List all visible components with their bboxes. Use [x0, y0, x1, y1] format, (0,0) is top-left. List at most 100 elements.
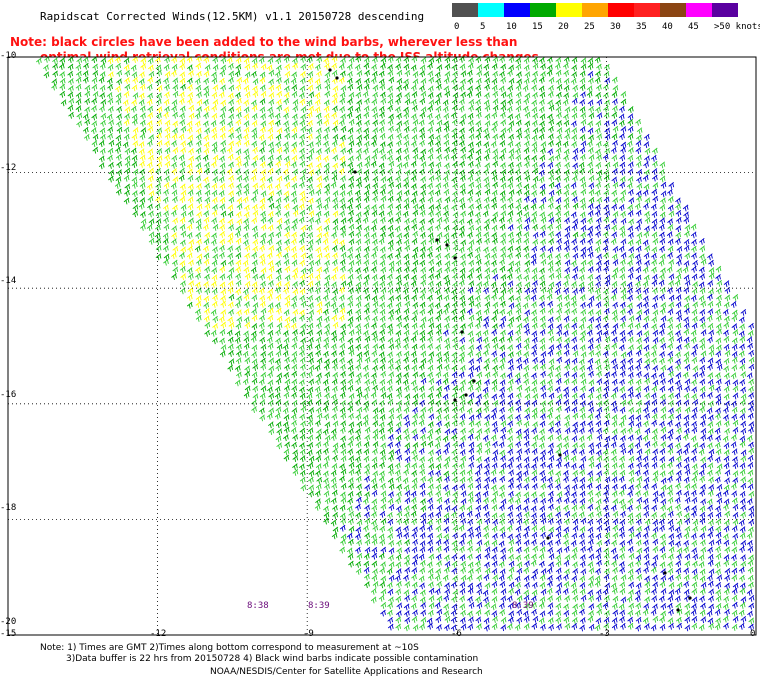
wind-barb — [483, 141, 490, 149]
wind-barb — [627, 106, 634, 114]
wind-barb — [276, 98, 282, 106]
wind-barb — [220, 56, 227, 64]
wind-barb — [266, 64, 273, 72]
wind-barb — [164, 140, 170, 148]
wind-barb — [475, 105, 482, 113]
wind-barb — [291, 84, 298, 92]
wind-barb — [148, 134, 155, 142]
wind-barb — [363, 147, 369, 155]
wind-barb — [540, 147, 546, 155]
wind-barb — [571, 120, 577, 128]
wind-barb — [108, 71, 114, 79]
wind-barb — [195, 154, 201, 162]
wind-barb — [131, 84, 138, 92]
wind-barb — [92, 146, 99, 154]
wind-barb — [186, 162, 193, 170]
wind-barb — [323, 162, 330, 170]
wind-barb — [644, 147, 651, 155]
wind-barb — [427, 153, 434, 161]
wind-barb — [524, 155, 530, 162]
wind-barb — [187, 134, 194, 142]
wind-barb — [84, 106, 90, 114]
wind-barb — [348, 155, 354, 163]
wind-barb — [340, 125, 347, 133]
wind-barb — [524, 127, 530, 135]
wind-barb — [572, 84, 578, 92]
wind-barb — [314, 63, 321, 71]
wind-barb — [603, 141, 609, 149]
wind-barb — [115, 134, 122, 142]
wind-barb — [596, 98, 603, 106]
wind-barb — [579, 99, 586, 106]
wind-barb — [228, 127, 234, 134]
wind-barb — [300, 113, 306, 121]
wind-barb — [355, 113, 362, 121]
wind-barb — [124, 160, 131, 168]
wind-barb — [475, 91, 482, 99]
wind-barb — [332, 92, 338, 100]
wind-barb — [284, 63, 291, 71]
legend-level-label: 15 — [532, 22, 543, 32]
wind-barb — [179, 119, 186, 127]
wind-barb — [146, 83, 153, 91]
wind-barb — [258, 134, 265, 141]
wind-barb — [620, 91, 627, 99]
wind-barb — [243, 57, 250, 65]
wind-barb — [243, 133, 249, 141]
wind-barb — [115, 92, 122, 100]
wind-barb — [468, 119, 474, 127]
wind-barb — [130, 147, 137, 155]
wind-barb — [164, 83, 170, 91]
legend-level-label: 10 — [506, 22, 517, 32]
wind-barb — [100, 99, 107, 107]
wind-barb — [451, 127, 458, 135]
wind-barb — [212, 154, 219, 162]
wind-barb — [260, 140, 267, 147]
wind-barb — [194, 77, 201, 85]
wind-barb — [540, 141, 547, 149]
wind-barb — [59, 90, 66, 98]
wind-barb — [228, 113, 235, 121]
wind-barb — [235, 148, 242, 156]
wind-barb — [356, 140, 362, 148]
wind-barb — [299, 85, 306, 93]
wind-barb — [164, 71, 171, 79]
wind-barb — [364, 161, 371, 169]
wind-barb — [194, 112, 201, 120]
wind-barb — [588, 105, 594, 113]
wind-barb — [195, 62, 202, 70]
wind-barb — [548, 133, 554, 141]
wind-barb — [363, 62, 370, 70]
wind-barb — [324, 83, 331, 91]
wind-barb — [243, 85, 250, 92]
wind-barb — [98, 162, 105, 170]
wind-barb — [563, 69, 569, 77]
wind-barb — [243, 113, 250, 121]
wind-barb — [276, 77, 282, 85]
wind-barb — [435, 126, 442, 134]
wind-barb — [380, 153, 387, 161]
wind-barb — [363, 140, 370, 148]
wind-barb — [91, 77, 98, 84]
wind-barb — [396, 132, 402, 140]
wind-barb — [435, 105, 442, 113]
wind-barb — [164, 160, 171, 168]
wind-barb — [283, 92, 290, 99]
wind-barb — [363, 56, 370, 64]
wind-barb — [339, 106, 345, 113]
note-line-1: Note: black circles have been added to t… — [10, 35, 518, 49]
wind-barb — [460, 113, 467, 121]
wind-barb — [572, 162, 579, 170]
wind-barb — [451, 147, 457, 155]
wind-barb — [196, 70, 202, 78]
wind-barb — [307, 84, 314, 92]
wind-barb — [500, 147, 507, 155]
wind-barb — [124, 77, 130, 85]
wind-barb — [124, 113, 130, 121]
wind-barb — [499, 70, 505, 78]
wind-barb — [59, 78, 66, 85]
wind-barb — [508, 77, 515, 85]
wind-barb — [378, 148, 385, 155]
wind-barb — [268, 112, 274, 120]
wind-barb — [516, 161, 522, 169]
